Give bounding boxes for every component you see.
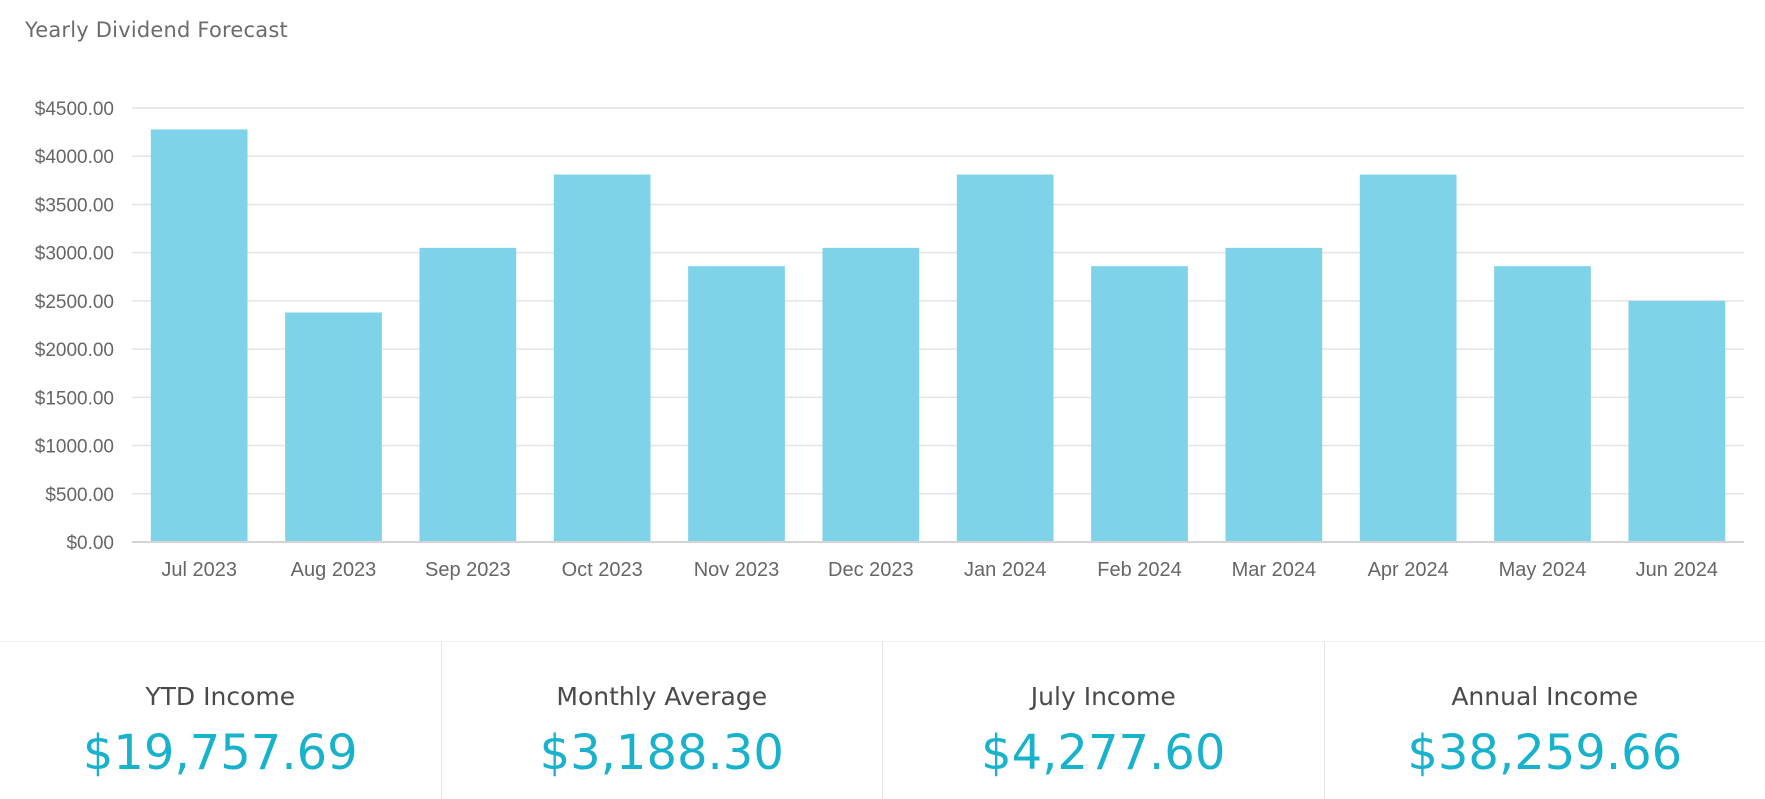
x-tick-label: Sep 2023 — [425, 559, 511, 581]
y-tick-label: $3500.00 — [35, 195, 114, 216]
stat-value: $38,259.66 — [1325, 727, 1765, 780]
x-tick-label: Apr 2024 — [1368, 559, 1449, 581]
stat-label: Monthly Average — [442, 684, 883, 709]
bar[interactable] — [419, 248, 516, 542]
x-tick-label: Nov 2023 — [694, 559, 780, 581]
y-tick-label: $1000.00 — [35, 437, 114, 458]
x-tick-label: Mar 2024 — [1232, 559, 1317, 581]
stat-value: $19,757.69 — [0, 727, 441, 780]
x-tick-label: Aug 2023 — [291, 559, 377, 581]
x-tick-label: Dec 2023 — [828, 559, 914, 581]
y-axis-ticks: $0.00 $500.00 $1000.00 $1500.00 $2000.00 $250… — [35, 99, 114, 554]
x-tick-label: Feb 2024 — [1097, 559, 1182, 581]
stat-label: Annual Income — [1325, 684, 1765, 709]
x-tick-label: Jul 2023 — [161, 559, 237, 581]
x-tick-label: Jan 2024 — [964, 559, 1046, 581]
y-tick-label: $0.00 — [66, 533, 114, 554]
bar[interactable] — [151, 129, 248, 542]
bar[interactable] — [1360, 175, 1457, 542]
stat-label: YTD Income — [0, 684, 441, 709]
y-tick-label: $3000.00 — [35, 244, 114, 265]
summary-stats: YTD Income $19,757.69 Monthly Average $3… — [0, 641, 1765, 799]
bars — [151, 129, 1725, 542]
bar[interactable] — [1494, 266, 1591, 542]
stat-value: $4,277.60 — [883, 727, 1324, 780]
bar[interactable] — [957, 175, 1054, 542]
bar[interactable] — [1628, 301, 1725, 542]
bar[interactable] — [554, 175, 651, 542]
stat-monthly-average: Monthly Average $3,188.30 — [442, 642, 884, 799]
stat-annual-income: Annual Income $38,259.66 — [1325, 642, 1765, 799]
y-tick-label: $4500.00 — [35, 99, 114, 120]
y-tick-label: $2500.00 — [35, 292, 114, 313]
stat-ytd-income: YTD Income $19,757.69 — [0, 642, 442, 799]
stat-july-income: July Income $4,277.60 — [883, 642, 1325, 799]
x-tick-label: Oct 2023 — [562, 559, 643, 581]
y-tick-label: $1500.00 — [35, 388, 114, 409]
bar[interactable] — [285, 312, 382, 542]
bar[interactable] — [822, 248, 919, 542]
bar[interactable] — [1091, 266, 1188, 542]
y-tick-label: $4000.00 — [35, 147, 114, 168]
stat-label: July Income — [883, 684, 1324, 709]
dividend-bar-chart: $0.00 $500.00 $1000.00 $1500.00 $2000.00 $250… — [0, 0, 1765, 620]
x-axis-ticks: Jul 2023 Aug 2023 Sep 2023 Oct 2023 Nov 2023… — [161, 559, 1718, 581]
y-tick-label: $2000.00 — [35, 340, 114, 361]
y-tick-label: $500.00 — [45, 485, 114, 506]
bar[interactable] — [688, 266, 785, 542]
x-tick-label: May 2024 — [1499, 559, 1587, 581]
stat-value: $3,188.30 — [442, 727, 883, 780]
bar[interactable] — [1225, 248, 1322, 542]
x-tick-label: Jun 2024 — [1636, 559, 1718, 581]
